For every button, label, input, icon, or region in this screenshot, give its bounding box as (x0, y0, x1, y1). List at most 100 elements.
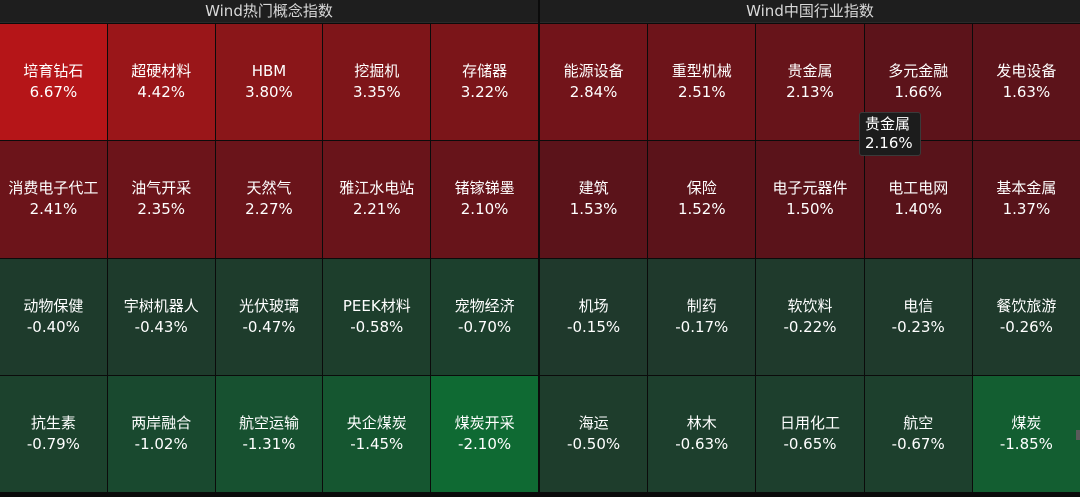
tile-change: 2.27% (245, 200, 293, 219)
concept-tile[interactable]: 挖掘机 3.35% (323, 24, 431, 141)
tile-change: -0.22% (783, 317, 837, 336)
tile-change: 1.53% (569, 200, 618, 219)
tile-change: -0.79% (26, 434, 80, 453)
industry-tile[interactable]: 能源设备 2.84% (540, 24, 648, 141)
tile-name: 保险 (686, 179, 717, 198)
tile-name: PEEK材料 (342, 296, 411, 315)
concept-tile[interactable]: 天然气 2.27% (215, 141, 323, 258)
tile-change: 2.21% (352, 200, 401, 219)
tile-name: 动物保健 (23, 296, 84, 315)
concept-tile[interactable]: 消费电子代工 2.41% (0, 141, 107, 258)
hover-tooltip: 贵金属 2.16% (859, 112, 921, 156)
tile-name: 光伏玻璃 (238, 296, 299, 315)
industry-tile[interactable]: 软饮料 -0.22% (756, 258, 864, 375)
tile-name: 存储器 (462, 62, 508, 81)
tile-name: 培育钻石 (23, 62, 84, 81)
tile-change: 1.37% (1002, 200, 1051, 219)
industry-tile[interactable]: 机场 -0.15% (540, 258, 648, 375)
tile-name: 建筑 (578, 179, 609, 198)
tile-name: 锗镓锑墨 (454, 179, 515, 198)
tile-change: 2.13% (786, 83, 834, 102)
concept-tile[interactable]: HBM 3.80% (215, 24, 323, 141)
industry-tile[interactable]: 电工电网 1.40% (864, 141, 972, 258)
tile-name: 电子元器件 (772, 179, 848, 198)
concept-tile[interactable]: 超硬材料 4.42% (107, 24, 215, 141)
concept-tile[interactable]: 抗生素 -0.79% (0, 375, 107, 492)
industry-tile[interactable]: 基本金属 1.37% (972, 141, 1080, 258)
tile-name: 软饮料 (787, 296, 833, 315)
concept-tile[interactable]: 宠物经济 -0.70% (431, 258, 538, 375)
tile-change: 1.50% (786, 200, 834, 219)
tile-name: 航空 (903, 413, 934, 432)
industry-tile[interactable]: 建筑 1.53% (540, 141, 648, 258)
concept-tile[interactable]: PEEK材料 -0.58% (323, 258, 431, 375)
concept-tile[interactable]: 光伏玻璃 -0.47% (215, 258, 323, 375)
tile-change: 6.67% (29, 83, 78, 102)
tile-name: 发电设备 (996, 62, 1057, 81)
tile-name: 宠物经济 (454, 296, 515, 315)
tile-change: -0.17% (675, 317, 729, 336)
tile-change: -0.40% (26, 317, 80, 336)
industry-tile[interactable]: 餐饮旅游 -0.26% (972, 258, 1080, 375)
tile-name: 雅江水电站 (339, 179, 415, 198)
tile-change: 1.63% (1002, 83, 1051, 102)
tile-name: 两岸融合 (131, 413, 192, 432)
tile-name: 宇树机器人 (123, 296, 199, 315)
industry-tile[interactable]: 电信 -0.23% (864, 258, 972, 375)
tile-name: 基本金属 (996, 179, 1057, 198)
concept-tile[interactable]: 宇树机器人 -0.43% (107, 258, 215, 375)
tile-change: -0.23% (891, 317, 945, 336)
tile-change: -1.31% (242, 434, 296, 453)
tile-name: 油气开采 (131, 179, 192, 198)
industry-tile[interactable]: 制药 -0.17% (648, 258, 756, 375)
industry-index-title: Wind中国行业指数 (540, 0, 1080, 23)
concept-index-title: Wind热门概念指数 (0, 0, 538, 23)
concept-tile[interactable]: 培育钻石 6.67% (0, 24, 107, 141)
industry-tile[interactable]: 保险 1.52% (648, 141, 756, 258)
industry-index-panel: Wind中国行业指数 能源设备 2.84% 重型机械 2.51% 贵金属 2.13% 多元金… (540, 0, 1080, 492)
industry-tile[interactable]: 贵金属 2.13% (756, 24, 864, 141)
tooltip-name: 贵金属 (865, 115, 911, 133)
industry-tile[interactable]: 林木 -0.63% (648, 375, 756, 492)
tile-name: 央企煤炭 (346, 413, 407, 432)
tile-name: 煤炭 (1011, 413, 1042, 432)
tile-change: -0.63% (675, 434, 729, 453)
scrollbar[interactable] (1076, 430, 1080, 440)
tile-change: 1.66% (894, 83, 943, 102)
concept-tile[interactable]: 雅江水电站 2.21% (323, 141, 431, 258)
tile-change: -0.70% (458, 317, 512, 336)
tile-change: -1.02% (134, 434, 188, 453)
industry-tile[interactable]: 航空 -0.67% (864, 375, 972, 492)
tile-change: -1.45% (350, 434, 404, 453)
tile-name: HBM (251, 62, 287, 81)
industry-tile[interactable]: 日用化工 -0.65% (756, 375, 864, 492)
tile-name: 天然气 (246, 179, 292, 198)
tile-name: 航空运输 (238, 413, 299, 432)
tile-name: 重型机械 (671, 62, 732, 81)
tile-name: 消费电子代工 (8, 179, 99, 198)
concept-tile[interactable]: 存储器 3.22% (431, 24, 538, 141)
concept-tile[interactable]: 锗镓锑墨 2.10% (431, 141, 538, 258)
concept-tile[interactable]: 央企煤炭 -1.45% (323, 375, 431, 492)
industry-tile[interactable]: 发电设备 1.63% (972, 24, 1080, 141)
tile-change: -0.47% (242, 317, 296, 336)
tile-name: 机场 (578, 296, 609, 315)
concept-tile[interactable]: 动物保健 -0.40% (0, 258, 107, 375)
industry-heatmap: 能源设备 2.84% 重型机械 2.51% 贵金属 2.13% 多元金融 1.66% 发电设备 1… (540, 24, 1080, 492)
tile-name: 多元金融 (888, 62, 949, 81)
industry-tile[interactable]: 电子元器件 1.50% (756, 141, 864, 258)
tile-name: 抗生素 (30, 413, 76, 432)
industry-tile[interactable]: 重型机械 2.51% (648, 24, 756, 141)
concept-tile[interactable]: 油气开采 2.35% (107, 141, 215, 258)
concept-tile[interactable]: 两岸融合 -1.02% (107, 375, 215, 492)
concept-tile[interactable]: 煤炭开采 -2.10% (431, 375, 538, 492)
tile-name: 餐饮旅游 (996, 296, 1057, 315)
concept-heatmap: 培育钻石 6.67% 超硬材料 4.42% HBM 3.80% 挖掘机 3.35% 存储器 3.2… (0, 24, 538, 492)
tile-change: -0.65% (783, 434, 837, 453)
industry-tile[interactable]: 海运 -0.50% (540, 375, 648, 492)
tile-change: 2.35% (137, 200, 186, 219)
industry-tile[interactable]: 煤炭 -1.85% (972, 375, 1080, 492)
concept-tile[interactable]: 航空运输 -1.31% (215, 375, 323, 492)
tile-name: 日用化工 (779, 413, 840, 432)
tile-change: -0.43% (134, 317, 188, 336)
